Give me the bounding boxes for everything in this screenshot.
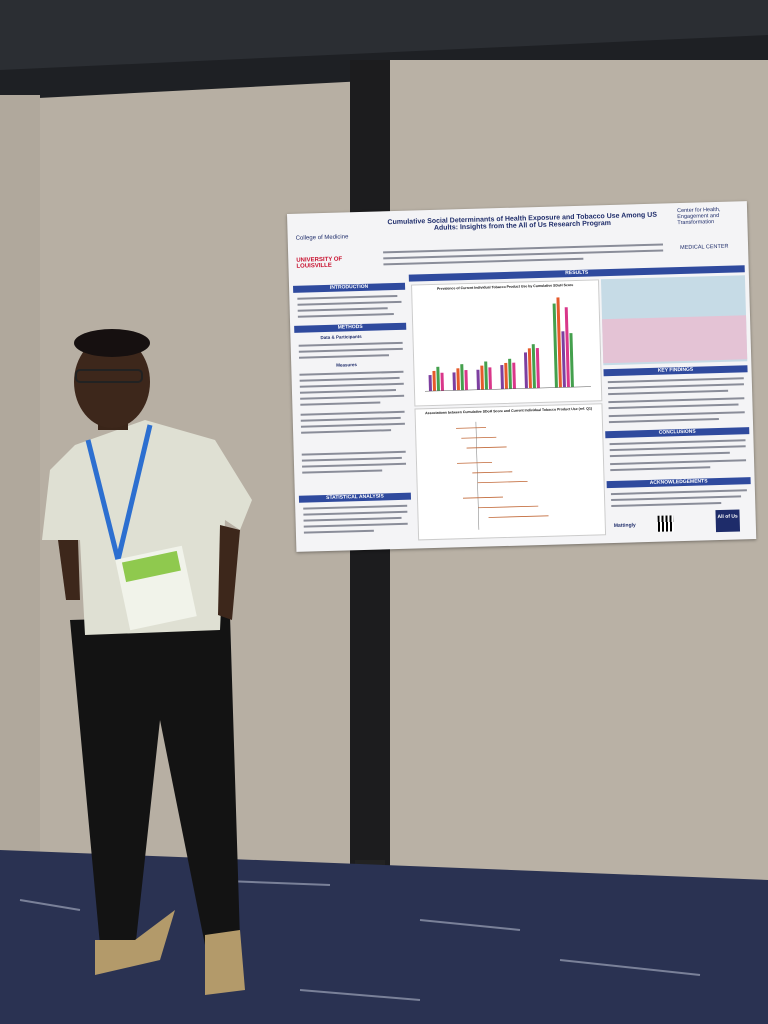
text-line [303,516,402,522]
logo: UNIVERSITY OF LOUISVILLE [296,256,343,270]
text-line [300,401,381,406]
text-line [302,469,383,474]
text-line [300,410,405,416]
results-table [600,275,748,366]
text-line [611,501,722,507]
poster-chart: Associations between Cumulative SDoH Sco… [414,403,607,541]
forest-graphic [456,421,549,530]
text-line [609,451,730,457]
text-line [298,347,403,353]
text-line [297,307,388,312]
text-line [608,418,719,423]
text-line [608,411,745,417]
text-line [608,403,739,409]
text-line [609,439,746,445]
chart-title: Prevalence of Current Individual Tobacco… [436,283,574,291]
section-heading: KEY FINDINGS [603,365,748,377]
text-line [610,489,747,495]
text-line [608,397,745,403]
subheading: Data & Participants [320,333,362,341]
logo: College of Medicine [295,234,349,242]
footer-logo: Mattingly [613,522,636,529]
text-line [297,300,402,306]
text-line [383,257,584,265]
text-line [301,429,392,434]
section-heading: ACKNOWLEDGEMENTS [606,477,751,489]
text-line [300,394,405,400]
text-line [611,495,742,501]
text-line [302,462,407,468]
text-line [608,389,729,395]
text-line [303,504,408,510]
text-line [299,376,400,382]
text-line [299,389,396,394]
text-line [300,416,401,422]
bar-graphic [424,297,591,392]
poster: Cumulative Social Determinants of Health… [287,201,757,552]
text-line [303,510,408,516]
text-line [297,313,394,318]
text-line [609,445,746,451]
text-line [299,370,404,376]
logo: Center for Health, Engagement and Transf… [676,206,721,227]
text-line [300,422,405,428]
text-line [298,354,389,359]
section-heading: METHODS [294,322,407,333]
text-line [610,466,711,471]
text-line [299,382,404,388]
text-line [298,341,403,347]
poster-title: Cumulative Social Determinants of Health… [387,211,658,232]
subheading: Measures [336,362,358,368]
text-line [301,450,406,456]
text-line [303,522,408,528]
text-line [303,529,374,534]
text-line [297,294,398,300]
text-line [610,459,747,465]
text-line [607,377,744,383]
text-line [301,456,402,462]
logo: MEDICAL CENTER [680,243,729,252]
section-heading: CONCLUSIONS [605,427,750,439]
section-heading: STATISTICAL ANALYSIS [298,492,412,503]
poster-chart: Prevalence of Current Individual Tobacco… [411,279,603,407]
section-heading: INTRODUCTION [293,282,406,293]
text-line [607,383,744,389]
table-band [602,315,748,364]
qr-code [657,515,675,532]
chart-title: Associations between Cumulative SDoH Sco… [425,406,593,416]
footer-logo: All of Us [715,509,741,533]
